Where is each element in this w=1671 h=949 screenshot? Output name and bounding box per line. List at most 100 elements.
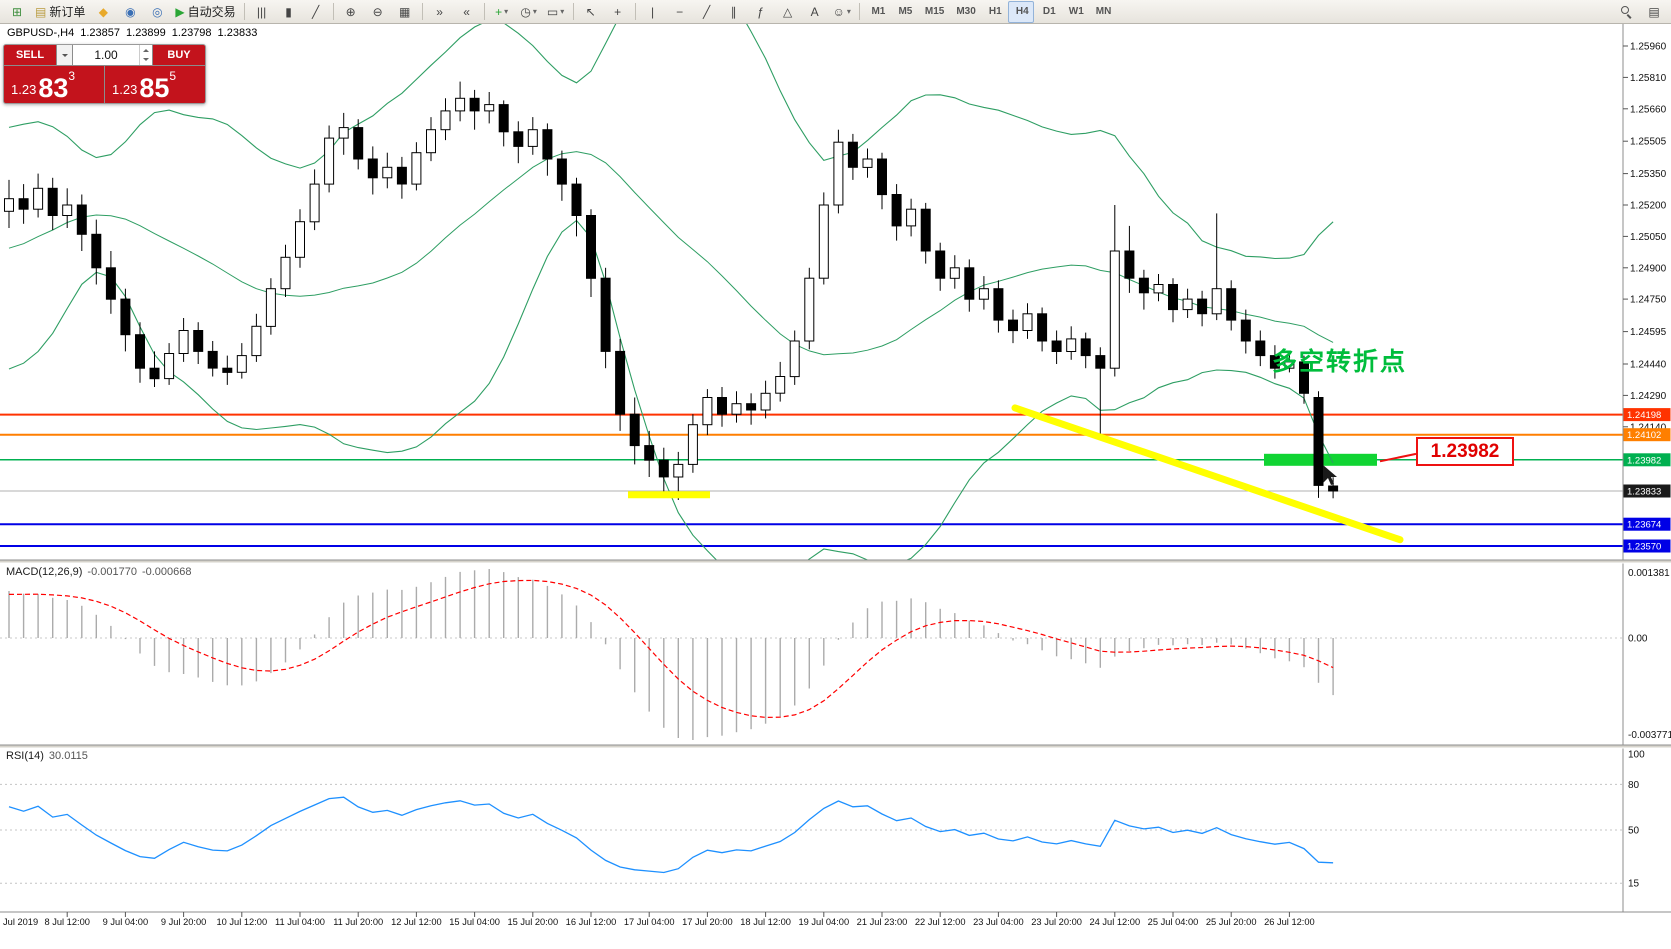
price-tick-label: 1.25960 — [1630, 42, 1667, 53]
stepper-up-icon[interactable] — [140, 45, 152, 55]
chart-shift-button[interactable]: « — [454, 1, 480, 23]
arrows-button[interactable]: ☺ ▾ — [829, 1, 855, 23]
bollinger-upper — [8, 24, 1334, 260]
crosshair-icon: + — [614, 4, 622, 19]
zoom-in-button[interactable]: ⊕ — [338, 1, 364, 23]
text-button[interactable]: A — [802, 1, 828, 23]
candle — [658, 447, 669, 492]
macd-signal-value: -0.000668 — [141, 566, 192, 578]
candle — [1095, 347, 1106, 436]
tf-w1-button[interactable]: W1 — [1062, 1, 1088, 23]
volume-dropdown[interactable] — [57, 45, 72, 65]
bar-chart-button[interactable]: ||| — [249, 1, 275, 23]
time-tick-label: 9 Jul 04:00 — [103, 917, 149, 927]
annotation-text[interactable]: 多空转折点 — [1272, 348, 1408, 376]
tf-m30-button[interactable]: M30 — [949, 1, 979, 23]
yellow-trendline[interactable] — [1011, 404, 1404, 544]
toolbar-separator — [332, 3, 334, 20]
candle — [717, 387, 727, 427]
chevron-down-icon: ▾ — [504, 7, 509, 16]
candle — [280, 244, 291, 297]
template-icon: ▭ — [546, 4, 559, 19]
metaeditor-button[interactable]: ◆ — [90, 1, 116, 23]
stepper-down-icon[interactable] — [140, 55, 152, 65]
buy-price-button[interactable]: 1.23 85 5 — [105, 66, 205, 103]
candle — [1008, 309, 1018, 344]
line-chart-button[interactable]: ╱ — [303, 1, 329, 23]
layout-icon[interactable]: ▤ — [1641, 1, 1667, 23]
sell-price-button[interactable]: 1.23 83 3 — [4, 66, 104, 103]
tf-m15-button[interactable]: M15 — [918, 1, 948, 23]
tf-m1-button[interactable]: M1 — [864, 1, 890, 23]
tf-h1-button-label: H1 — [988, 6, 1002, 17]
chevron-down-icon: ▾ — [846, 7, 851, 16]
volume-value[interactable]: 1.00 — [94, 48, 118, 62]
volume-input[interactable]: 1.00 — [73, 45, 152, 65]
tf-m5-button[interactable]: M5 — [891, 1, 917, 23]
sell-button[interactable]: SELL — [4, 45, 56, 65]
tf-h4-button[interactable]: H4 — [1007, 0, 1034, 23]
fibonacci-button[interactable]: ƒ — [748, 1, 774, 23]
candle — [222, 355, 233, 385]
tf-m30-button-label: M30 — [956, 6, 976, 17]
tf-d1-button[interactable]: D1 — [1035, 1, 1061, 23]
candle — [760, 380, 771, 419]
template-button[interactable]: ▭ ▾ — [543, 1, 569, 23]
new-chart-button[interactable]: ⊞ — [4, 1, 30, 23]
profiles-button[interactable]: ◉ — [117, 1, 143, 23]
time-tick-label: 24 Jul 12:00 — [1089, 917, 1140, 927]
vertical-line-button[interactable]: | — [640, 1, 666, 23]
tf-mn-button-label: MN — [1095, 6, 1112, 17]
new-order-button[interactable]: ▤ 新订单 — [31, 1, 89, 23]
crosshair-button[interactable]: + — [605, 1, 631, 23]
auto-scroll-button[interactable]: » — [427, 1, 453, 23]
new-chart-icon: ⊞ — [11, 4, 23, 19]
horizontal-line-button[interactable]: − — [667, 1, 693, 23]
panel-separator[interactable] — [0, 744, 1671, 749]
cursor-icon: ↖ — [585, 4, 596, 19]
candle — [91, 219, 102, 285]
tile-windows-button[interactable]: ▦ — [392, 1, 418, 23]
candle — [978, 276, 989, 310]
shapes-button[interactable]: △ — [775, 1, 801, 23]
magnifier-icon — [1620, 6, 1632, 17]
arrows-icon: ☺ — [832, 4, 845, 19]
time-tick-label: 23 Jul 20:00 — [1031, 917, 1082, 927]
candle — [440, 98, 451, 141]
tf-mn-button[interactable]: MN — [1089, 1, 1116, 23]
autotrading-button[interactable]: ▶ 自动交易 — [171, 1, 239, 23]
time-tick-label: 11 Jul 04:00 — [275, 917, 325, 927]
line-chart-icon: ╱ — [311, 4, 320, 19]
candle — [891, 184, 902, 241]
time-tick-label: 23 Jul 04:00 — [973, 917, 1024, 927]
candle — [877, 152, 887, 210]
candle — [818, 192, 829, 285]
candle — [1240, 309, 1251, 354]
data-window-button[interactable]: ◎ — [144, 1, 170, 23]
search-icon[interactable] — [1613, 1, 1639, 23]
svg-text:0.00: 0.00 — [1628, 634, 1648, 645]
channel-button[interactable]: ∥ — [721, 1, 747, 23]
candle — [1211, 213, 1222, 321]
buy-button[interactable]: BUY — [153, 45, 205, 65]
time-tick-label: 22 Jul 12:00 — [915, 917, 966, 927]
price-callout-box[interactable]: 1.23982 — [1416, 437, 1514, 466]
volume-stepper[interactable] — [139, 45, 152, 65]
panel-separator[interactable] — [0, 559, 1671, 564]
cursor-button[interactable]: ↖ — [578, 1, 604, 23]
time-tick-label: 21 Jul 23:00 — [857, 917, 908, 927]
toolbar-separator — [421, 3, 423, 20]
trendline-button[interactable]: ╱ — [694, 1, 720, 23]
candle — [1168, 278, 1178, 323]
candle — [600, 267, 611, 369]
add-indicator-button[interactable]: + ▾ — [489, 1, 515, 23]
auto-scroll-icon: » — [436, 4, 443, 19]
chevron-down-icon: ▾ — [560, 7, 565, 16]
zoom-out-button[interactable]: ⊖ — [365, 1, 391, 23]
candle — [265, 278, 276, 335]
chart-canvas[interactable]: 1.25960 1.25810 1.25660 1.25505 1.25350 1.252… — [0, 24, 1671, 949]
candlestick-chart-button[interactable]: ▮ — [276, 1, 302, 23]
period-button[interactable]: ◷ ▾ — [516, 1, 542, 23]
tf-h1-button[interactable]: H1 — [981, 1, 1007, 23]
time-tick-label: 25 Jul 04:00 — [1148, 917, 1199, 927]
